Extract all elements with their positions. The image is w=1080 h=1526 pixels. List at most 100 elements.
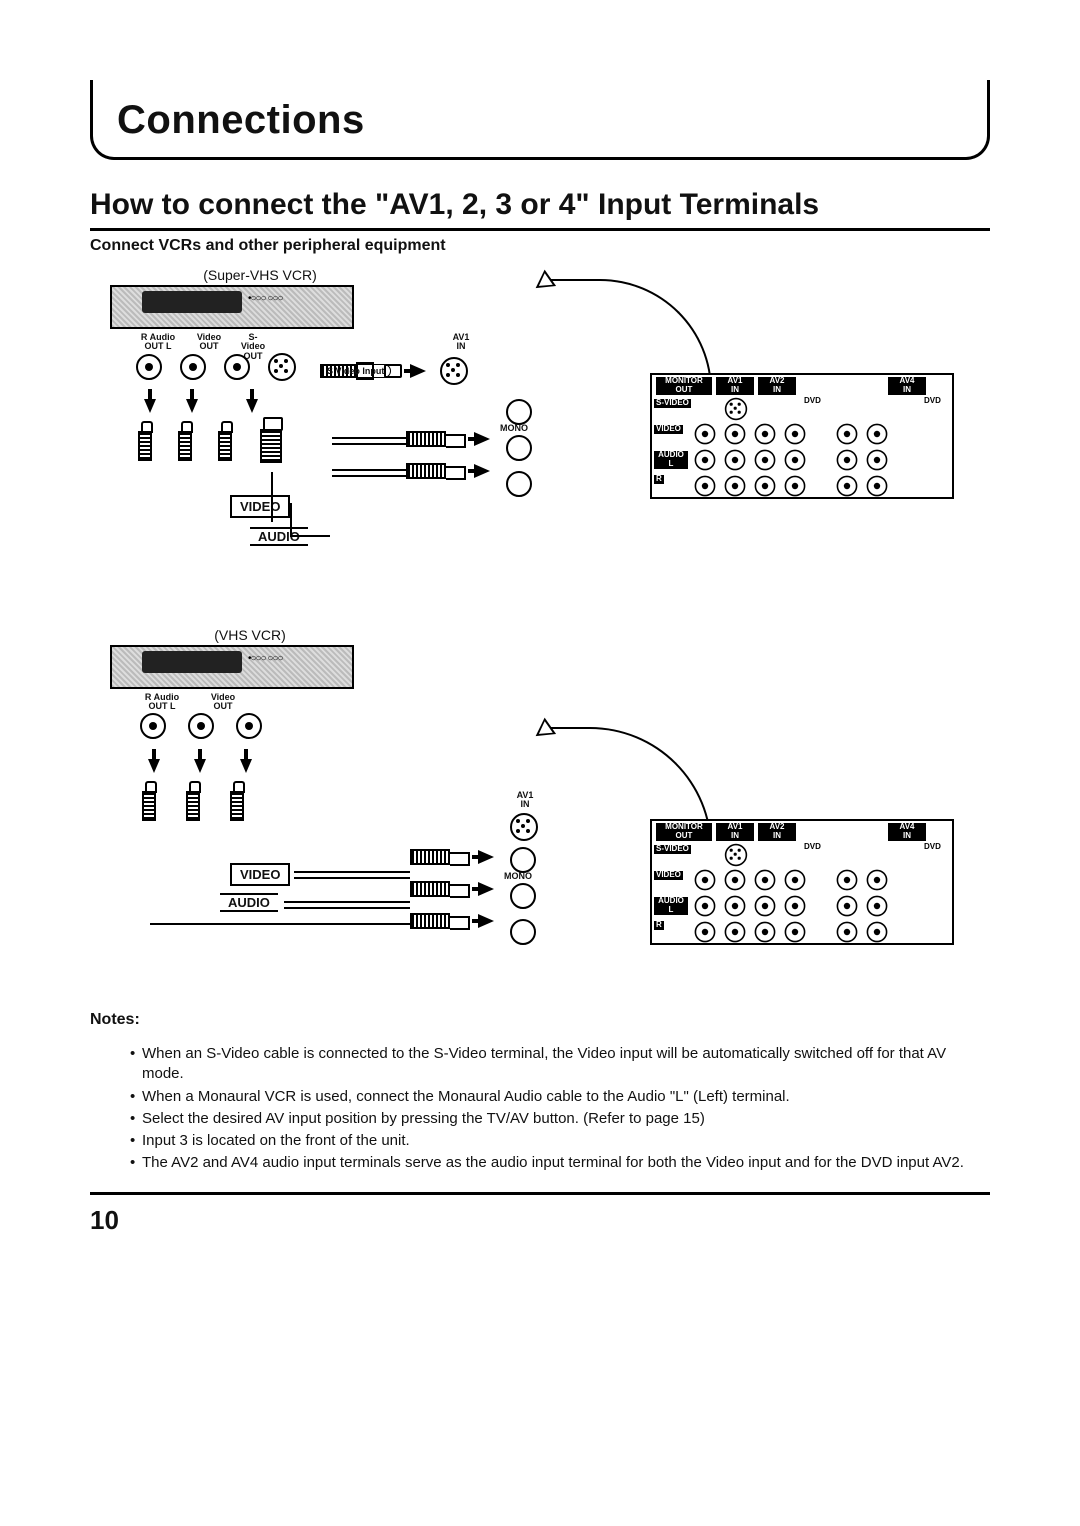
rca-jack-icon	[725, 922, 746, 943]
panel-col: AV2 IN	[758, 823, 796, 841]
rca-plug-icon	[178, 421, 192, 465]
manual-page: Connections How to connect the "AV1, 2, …	[0, 0, 1080, 1526]
arrow-down-icon	[240, 759, 252, 773]
label-audio-out: R Audio OUT L	[140, 693, 184, 712]
panel-row: AUDIO L	[654, 451, 688, 469]
rca-jack-icon	[785, 922, 806, 943]
rca-jack-icon	[755, 476, 776, 497]
rca-jack-icon	[188, 713, 214, 739]
arrow-right-icon	[478, 914, 494, 928]
rca-jack-icon	[837, 922, 858, 943]
rca-plug-icon	[142, 781, 156, 825]
rca-jack-icon	[837, 450, 858, 471]
svideo-cable-end: S Video Input	[320, 357, 468, 385]
rca-jack-icon	[725, 450, 746, 471]
rca-jack-icon	[755, 424, 776, 445]
rear-panel: MONITOR OUT AV1 IN AV2 IN AV4 IN DVD DVD…	[650, 819, 954, 945]
rca-plug-h-icon	[406, 463, 466, 479]
rca-jack-icon	[506, 399, 532, 425]
rca-jack-icon	[785, 896, 806, 917]
rca-jack-icon	[236, 713, 262, 739]
rca-jack-icon	[506, 471, 532, 497]
panel-col: AV4 IN	[888, 377, 926, 395]
panel-row: VIDEO	[654, 425, 683, 434]
diagram-svhs: (Super-VHS VCR) •○○○ ○○○ R Audio OUT L V…	[110, 271, 970, 591]
panel-row: S-VIDEO	[654, 845, 691, 854]
arrow-down-icon	[186, 399, 198, 413]
vcr-controls: •○○○ ○○○	[248, 293, 283, 304]
vcr-jack-labels: R Audio OUT L Video OUT	[140, 693, 238, 712]
audio-l-cable-end	[410, 881, 494, 897]
rca-jack-icon	[506, 435, 532, 461]
panel-col: MONITOR OUT	[656, 377, 712, 395]
panel-col: AV2 IN	[758, 377, 796, 395]
cable-line	[290, 503, 330, 537]
arrow-down-icon	[194, 759, 206, 773]
arrow-down-icon	[246, 399, 258, 413]
rca-jack-icon	[695, 476, 716, 497]
arrow-down-icon	[148, 759, 160, 773]
rca-jack-icon	[695, 922, 716, 943]
vcr-jacks	[136, 353, 296, 381]
rca-jack-icon	[136, 354, 162, 380]
panel-col: AV4 IN	[888, 823, 926, 841]
note-item: The AV2 and AV4 audio input terminals se…	[130, 1153, 990, 1173]
rca-jack-icon	[725, 476, 746, 497]
panel-row: AUDIO L	[654, 897, 688, 915]
rca-jack-icon	[725, 896, 746, 917]
cable-label-video: VIDEO	[230, 495, 290, 518]
panel-row: S-VIDEO	[654, 399, 691, 408]
rca-jack-icon	[837, 896, 858, 917]
cable-line	[284, 901, 410, 909]
vcr-jacks	[140, 713, 262, 739]
note-item: Input 3 is located on the front of the u…	[130, 1131, 990, 1151]
rca-jack-icon	[867, 476, 888, 497]
label-video-out: Video OUT	[208, 693, 238, 712]
cable-label-video: VIDEO	[230, 863, 290, 886]
rca-jack-icon	[725, 424, 746, 445]
panel-dvd: DVD	[922, 397, 943, 406]
rca-jack-icon	[695, 870, 716, 891]
vcr-label: (Super-VHS VCR)	[180, 267, 340, 283]
rca-jack-icon	[695, 896, 716, 917]
panel-dvd: DVD	[922, 843, 943, 852]
rca-jack-icon	[224, 354, 250, 380]
rca-jack-icon	[755, 896, 776, 917]
panel-row: R	[654, 921, 664, 930]
rca-jack-icon	[755, 870, 776, 891]
cable-line	[332, 437, 406, 445]
rca-jack-icon	[785, 450, 806, 471]
cable-line	[271, 472, 273, 522]
rca-plug-icon	[230, 781, 244, 825]
rca-jack-icon	[867, 450, 888, 471]
arrow-down-icon	[144, 399, 156, 413]
rca-jack-icon	[140, 713, 166, 739]
panel-jack-grid	[692, 841, 892, 943]
rca-jack-icon	[695, 450, 716, 471]
diagram-vhs: (VHS VCR) •○○○ ○○○ R Audio OUT L Video O…	[110, 631, 970, 971]
mono-label: MONO	[500, 423, 528, 433]
panel-col: AV1 IN	[716, 377, 754, 395]
svideo-jack-icon	[268, 353, 296, 381]
page-title: Connections	[117, 98, 963, 143]
rca-jack-icon	[510, 883, 536, 909]
audio-r-cable-end	[410, 913, 494, 929]
vcr-display	[142, 651, 242, 673]
rca-plug-h-icon	[406, 431, 466, 447]
rca-jack-icon	[695, 424, 716, 445]
section-subhead: Connect VCRs and other peripheral equipm…	[90, 237, 990, 255]
rca-plug-h-icon	[410, 849, 470, 865]
rca-jack-icon	[755, 922, 776, 943]
svideo-jack-icon	[440, 357, 468, 385]
panel-row: VIDEO	[654, 871, 683, 880]
svideo-plug-icon	[260, 417, 282, 467]
vcr-controls: •○○○ ○○○	[248, 653, 283, 664]
rca-jack-icon	[837, 476, 858, 497]
cable-label-audio: AUDIO	[220, 893, 278, 912]
cable-line	[294, 871, 410, 879]
vcr-label: (VHS VCR)	[190, 627, 310, 643]
rca-jack-icon	[785, 424, 806, 445]
rca-jack-icon	[755, 450, 776, 471]
svideo-jack-icon	[725, 398, 747, 420]
svideo-input-label: S Video Input	[320, 364, 391, 378]
